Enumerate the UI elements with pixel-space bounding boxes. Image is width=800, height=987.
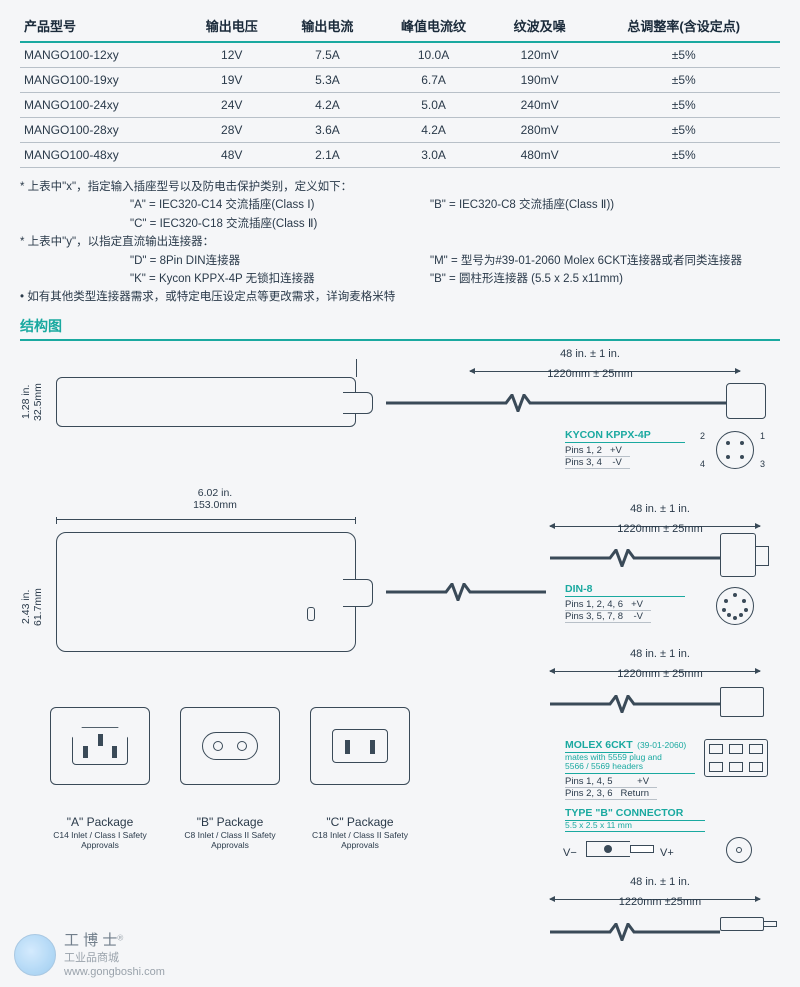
note-y-d: "D" = 8Pin DIN连接器 <box>130 252 430 270</box>
dim-cable-in-2: 48 in. ± 1 in. <box>630 503 690 515</box>
dim-top-w-mm: 153.0mm <box>193 499 237 511</box>
diagram-area: 1.28 in. 32.5mm 48 in. ± 1 in. 1220mm ± … <box>20 347 780 967</box>
spec-table-body: MANGO100-12xy12V7.5A10.0A120mV±5% MANGO1… <box>20 42 780 168</box>
note-x-a: "A" = IEC320-C14 交流插座(Class Ⅰ) <box>130 196 430 214</box>
watermark-url: www.gongboshi.com <box>64 965 165 979</box>
barrel-vminus: V− <box>563 847 577 859</box>
barrel-vplus: V+ <box>660 847 674 859</box>
strain-relief-icon <box>343 579 373 607</box>
note-x-c: "C" = IEC320-C18 交流插座(Class Ⅱ) <box>130 215 430 233</box>
kppx-face-icon <box>716 431 754 469</box>
cable-zig-icon <box>550 695 720 713</box>
kppx-plug-icon <box>726 383 766 419</box>
cable-zig-icon <box>386 394 726 412</box>
note-x-intro: * 上表中"x"，指定输入插座型号以及防电击保护类别，定义如下： <box>20 178 780 196</box>
cable-zig-icon <box>386 583 546 601</box>
conn-barrel: TYPE "B" CONNECTOR 5.5 x 2.5 x 11 mm <box>565 807 705 832</box>
th-vout: 输出电压 <box>184 10 280 42</box>
watermark-brand: 工 博 士 <box>64 932 117 949</box>
pin-num-3: 3 <box>760 459 765 469</box>
pkg-a-sub: C14 Inlet / Class I Safety Approvals <box>50 830 150 850</box>
pin-num-4: 4 <box>700 459 705 469</box>
conn-kppx: KYCON KPPX-4P Pins 1, 2+V Pins 3, 4-V <box>565 429 685 469</box>
pkg-a-label: "A" Package <box>67 815 134 829</box>
adapter-top-view <box>56 532 356 652</box>
conn-molex-title: MOLEX 6CKT <box>565 739 633 753</box>
pkg-b-label: "B" Package <box>197 815 264 829</box>
dim-top-h-in: 2.43 in. <box>20 590 32 624</box>
dim-cable-in-4: 48 in. ± 1 in. <box>630 876 690 888</box>
dim-cable-in-1: 48 in. ± 1 in. <box>560 348 620 360</box>
dim-top-h-mm: 61.7mm <box>32 588 44 626</box>
pkg-c-sub: C18 Inlet / Class II Safety Approvals <box>310 830 410 850</box>
table-row: MANGO100-12xy12V7.5A10.0A120mV±5% <box>20 42 780 68</box>
note-y-k: "K" = Kycon KPPX-4P 无锁扣连接器 <box>130 270 430 288</box>
watermark-logo-icon <box>14 934 56 976</box>
note-extra: • 如有其他类型连接器需求，或特定电压设定点等更改需求，详询麦格米特 <box>20 288 780 306</box>
pkg-b-sub: C8 Inlet / Class II Safety Approvals <box>180 830 280 850</box>
section-title: 结构图 <box>20 315 780 341</box>
table-row: MANGO100-48xy48V2.1A3.0A480mV±5% <box>20 143 780 168</box>
th-iout: 输出电流 <box>280 10 376 42</box>
watermark-tag: 工业品商城 <box>64 951 165 965</box>
molex-plug-icon <box>720 687 764 717</box>
conn-din8: DIN-8 Pins 1, 2, 4, 6+V Pins 3, 5, 7, 8-… <box>565 583 685 623</box>
th-ripple: 纹波及噪 <box>492 10 588 42</box>
package-a-icon <box>50 707 150 785</box>
watermark: 工 博 士® 工业品商城 www.gongboshi.com <box>14 931 165 979</box>
conn-kppx-title: KYCON KPPX-4P <box>565 429 685 443</box>
conn-molex: MOLEX 6CKT (39-01-2060) mates with 5559 … <box>565 735 695 800</box>
dim-side-h-in: 1.28 in. <box>20 385 32 419</box>
package-c-icon <box>310 707 410 785</box>
th-ipeak: 峰值电流纹 <box>375 10 491 42</box>
note-y-intro: * 上表中"y"，以指定直流输出连接器： <box>20 233 780 251</box>
conn-din8-title: DIN-8 <box>565 583 685 597</box>
molex-face-icon <box>704 739 768 777</box>
dim-cable-mm-4: 1220mm ±25mm <box>619 896 701 908</box>
package-b-icon <box>180 707 280 785</box>
notes-block: * 上表中"x"，指定输入插座型号以及防电击保护类别，定义如下： "A" = I… <box>20 178 780 341</box>
note-y-m: "M" = 型号为#39-01-2060 Molex 6CKT连接器或者同类连接… <box>430 252 780 270</box>
strain-relief-icon <box>343 392 373 414</box>
dim-top-w-in: 6.02 in. <box>198 487 232 499</box>
barrel-face-icon <box>726 837 752 863</box>
note-x-b: "B" = IEC320-C8 交流插座(Class Ⅱ)) <box>430 196 780 214</box>
note-y-b: "B" = 圆柱形连接器 (5.5 x 2.5 x11mm) <box>430 270 780 288</box>
pin-num-2: 2 <box>700 431 705 441</box>
din8-face-icon <box>716 587 754 625</box>
dim-line <box>56 519 356 520</box>
dim-guide <box>356 359 357 377</box>
dim-side-h-mm: 32.5mm <box>32 383 44 421</box>
th-reg: 总调整率(含设定点) <box>588 10 781 42</box>
dim-cable-mm-3: 1220mm ± 25mm <box>617 668 703 680</box>
pin-num-1: 1 <box>760 431 765 441</box>
din-plug-icon <box>720 533 756 577</box>
table-row: MANGO100-24xy24V4.2A5.0A240mV±5% <box>20 93 780 118</box>
th-model: 产品型号 <box>20 10 184 42</box>
pkg-c-label: "C" Package <box>326 815 393 829</box>
led-icon <box>307 607 315 621</box>
dim-cable-in-3: 48 in. ± 1 in. <box>630 648 690 660</box>
barrel-plug-side-icon <box>720 917 764 931</box>
conn-barrel-title: TYPE "B" CONNECTOR <box>565 807 705 821</box>
table-row: MANGO100-19xy19V5.3A6.7A190mV±5% <box>20 68 780 93</box>
table-row: MANGO100-28xy28V3.6A4.2A280mV±5% <box>20 118 780 143</box>
barrel-icon <box>586 841 654 857</box>
dim-cable-mm-2: 1220mm ± 25mm <box>617 523 703 535</box>
adapter-side-view <box>56 377 356 427</box>
cable-zig-icon <box>550 549 720 567</box>
dim-cable-mm-1: 1220mm ± 25mm <box>547 368 633 380</box>
spec-table: 产品型号 输出电压 输出电流 峰值电流纹 纹波及噪 总调整率(含设定点) MAN… <box>20 10 780 168</box>
